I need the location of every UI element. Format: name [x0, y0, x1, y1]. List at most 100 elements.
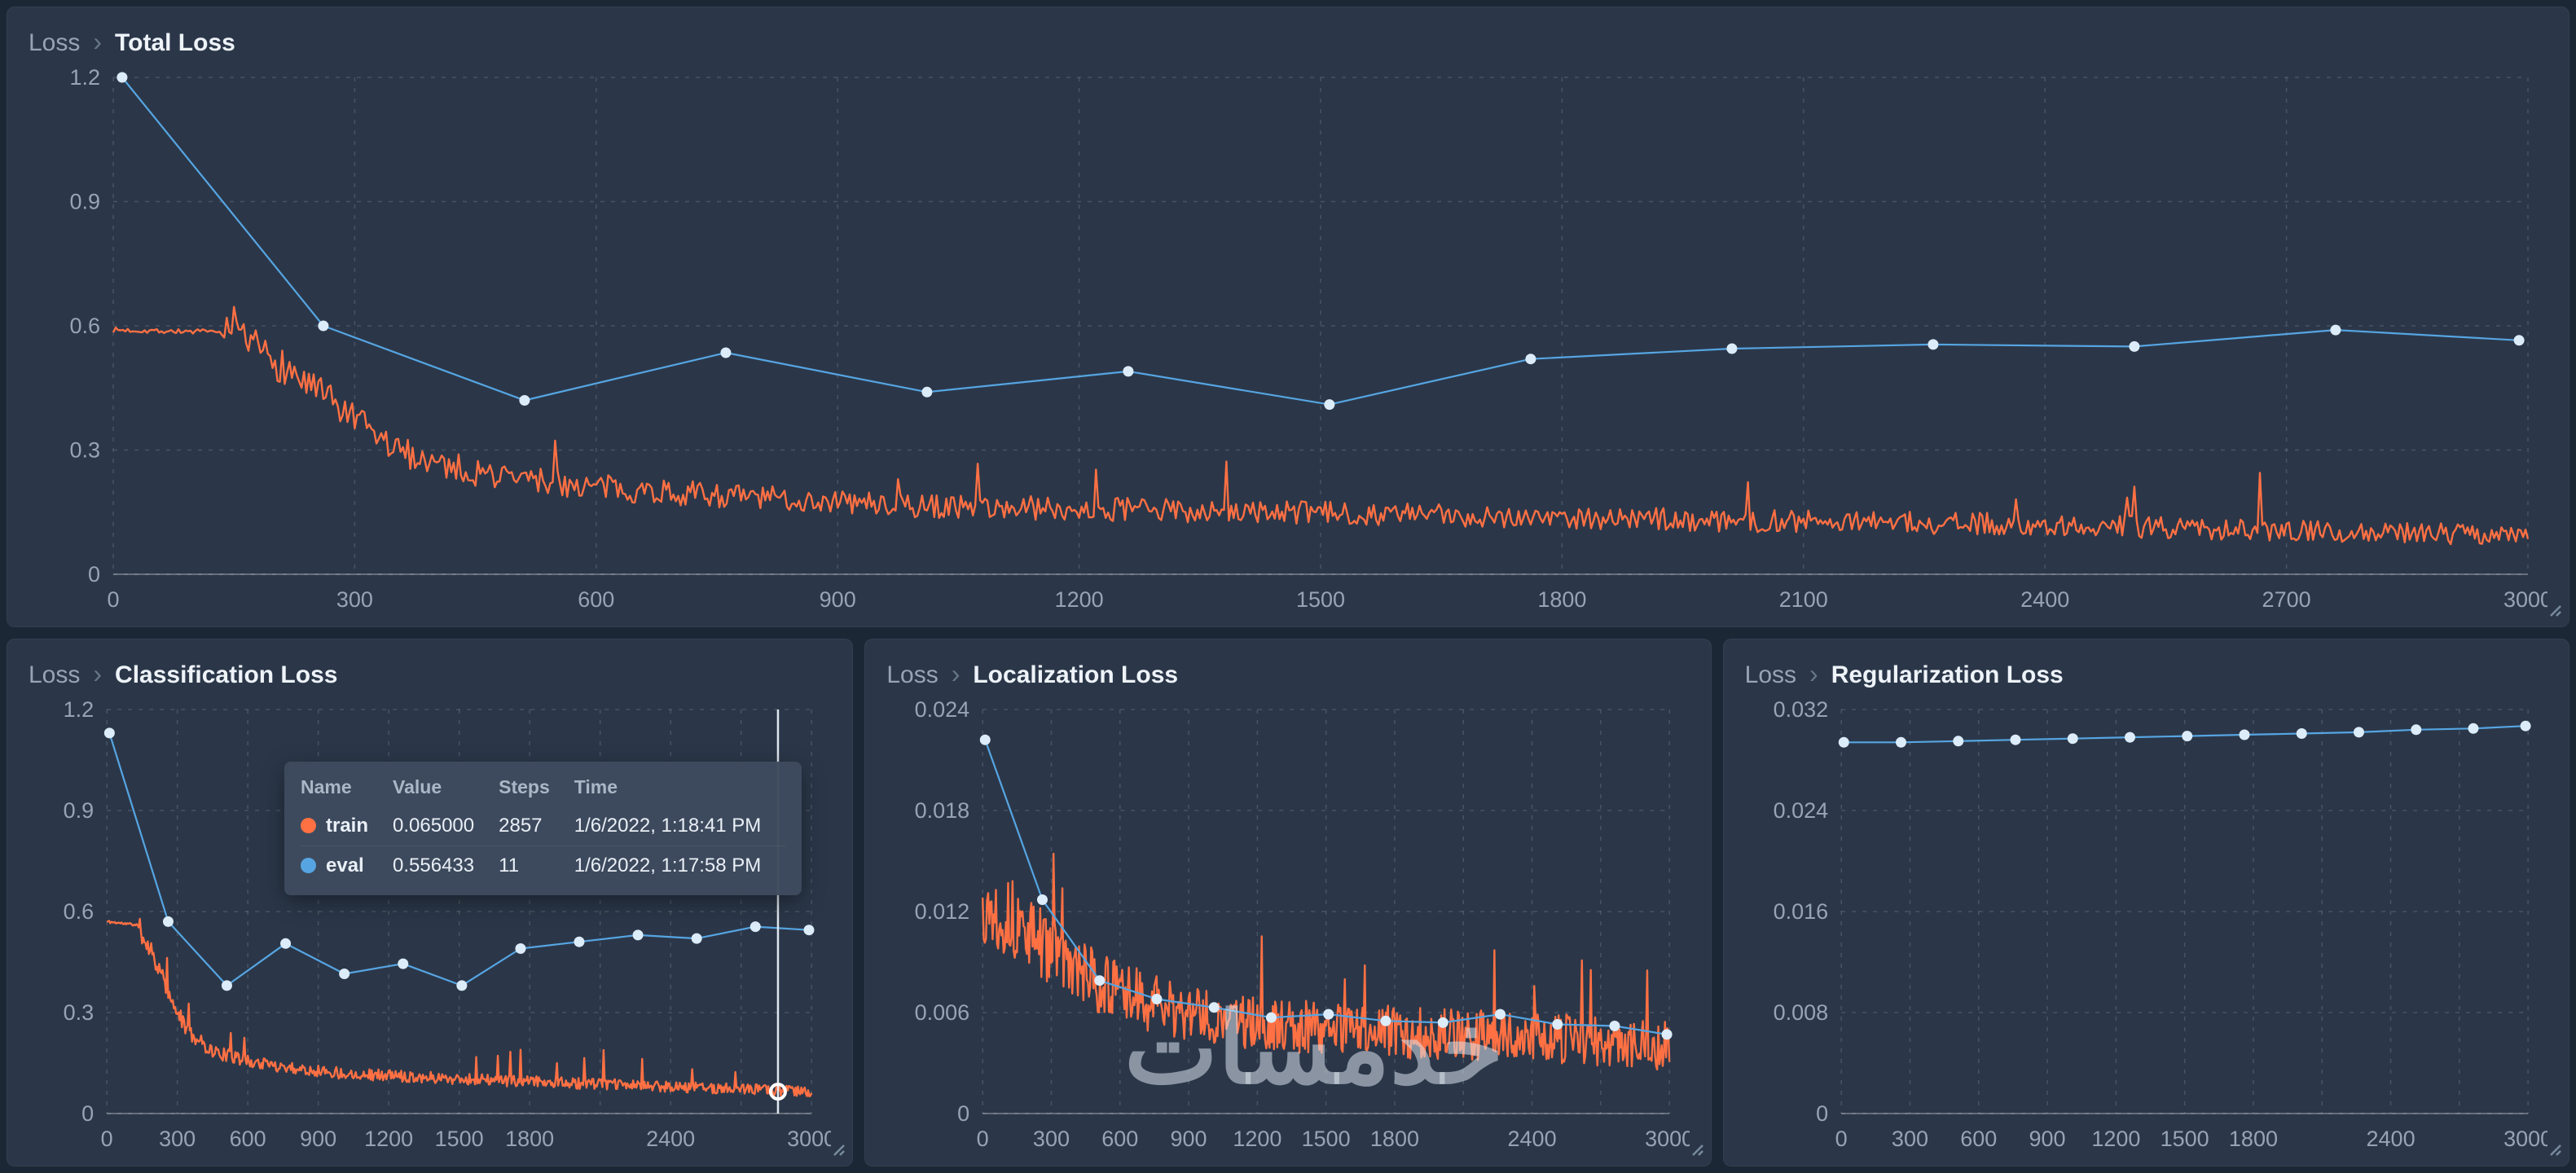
- resize-handle-icon[interactable]: [2543, 1137, 2562, 1161]
- panel-total-loss: Loss › Total Loss 0 300 600 900 1200 1500 1800…: [7, 7, 2569, 627]
- tooltip-eval-value: 0.556433: [393, 846, 499, 885]
- svg-text:0: 0: [1835, 1127, 1847, 1151]
- svg-text:300: 300: [1892, 1127, 1928, 1151]
- svg-text:3000: 3000: [787, 1127, 831, 1151]
- svg-text:2100: 2100: [1779, 587, 1828, 612]
- breadcrumb-loss[interactable]: Loss: [1744, 661, 1797, 688]
- svg-text:0.3: 0.3: [64, 1000, 95, 1025]
- tooltip-header-time: Time: [574, 776, 618, 797]
- svg-text:1200: 1200: [364, 1127, 413, 1151]
- hover-tooltip: Name Value Steps Time train 0.065000: [284, 762, 802, 895]
- resize-handle-icon[interactable]: [1685, 1137, 1704, 1161]
- svg-text:3000: 3000: [2503, 1127, 2547, 1151]
- svg-text:2400: 2400: [2366, 1127, 2415, 1151]
- tooltip-table: Name Value Steps Time train 0.065000: [301, 768, 786, 885]
- svg-text:3000: 3000: [1645, 1127, 1689, 1151]
- svg-text:0.9: 0.9: [69, 190, 100, 214]
- tooltip-header-value: Value: [393, 776, 442, 797]
- breadcrumb: Loss › Regularization Loss: [1745, 654, 2547, 696]
- chart-title-regularization-loss: Regularization Loss: [1831, 661, 2064, 688]
- svg-text:900: 900: [300, 1127, 336, 1151]
- svg-text:1800: 1800: [1537, 587, 1586, 612]
- svg-text:1500: 1500: [2160, 1127, 2209, 1151]
- svg-text:0.3: 0.3: [69, 438, 100, 463]
- svg-text:600: 600: [1102, 1127, 1139, 1151]
- svg-text:0: 0: [107, 587, 119, 612]
- svg-text:300: 300: [159, 1127, 196, 1151]
- svg-text:1800: 1800: [2229, 1127, 2278, 1151]
- regularization-loss-plot[interactable]: 0 300 600 900 1200 1500 1800 2400 3000 0 0.008 0.01…: [1745, 696, 2547, 1156]
- svg-text:300: 300: [1033, 1127, 1070, 1151]
- chevron-right-icon: ›: [1809, 659, 1818, 688]
- breadcrumb-loss[interactable]: Loss: [886, 661, 939, 688]
- svg-text:0.032: 0.032: [1773, 697, 1828, 722]
- total-loss-plot[interactable]: 0 300 600 900 1200 1500 1800 2100 2400 2700 3000 0 0…: [29, 64, 2547, 617]
- svg-text:0.024: 0.024: [915, 697, 970, 722]
- svg-text:3000: 3000: [2503, 587, 2547, 612]
- chart-total-loss[interactable]: 0 300 600 900 1200 1500 1800 2100 2400 2700 3000 0 0…: [29, 64, 2547, 617]
- chart-regularization-loss[interactable]: 0 300 600 900 1200 1500 1800 2400 3000 0 0.008 0.01…: [1745, 696, 2547, 1156]
- tooltip-eval-time: 1/6/2022, 1:17:58 PM: [574, 846, 786, 885]
- tooltip-train-time: 1/6/2022, 1:18:41 PM: [574, 815, 762, 837]
- resize-handle-icon[interactable]: [826, 1137, 846, 1161]
- svg-text:0: 0: [81, 1101, 94, 1126]
- svg-text:0: 0: [88, 562, 100, 586]
- svg-text:2400: 2400: [2020, 587, 2069, 612]
- svg-text:2400: 2400: [1508, 1127, 1557, 1151]
- tooltip-eval-name: eval: [326, 854, 364, 876]
- breadcrumb: Loss › Classification Loss: [29, 654, 831, 696]
- svg-text:0.9: 0.9: [64, 798, 95, 823]
- breadcrumb: Loss › Total Loss: [29, 22, 2547, 64]
- svg-text:1500: 1500: [1302, 1127, 1351, 1151]
- svg-text:900: 900: [1171, 1127, 1207, 1151]
- tooltip-train-steps: 2857: [499, 815, 543, 837]
- tooltip-train-value: 0.065000: [393, 815, 475, 837]
- svg-text:0: 0: [957, 1101, 969, 1126]
- svg-text:2700: 2700: [2262, 587, 2311, 612]
- svg-text:900: 900: [820, 587, 856, 612]
- chart-localization-loss[interactable]: 0 300 600 900 1200 1500 1800 2400 3000 0 0.006 0.01…: [886, 696, 1690, 1156]
- resize-handle-icon[interactable]: [2543, 598, 2562, 622]
- svg-text:1.2: 1.2: [69, 65, 100, 90]
- svg-text:0.6: 0.6: [69, 314, 100, 338]
- svg-text:0.008: 0.008: [1773, 1000, 1828, 1025]
- svg-text:1200: 1200: [1055, 587, 1104, 612]
- svg-text:1500: 1500: [1296, 587, 1345, 612]
- svg-text:1200: 1200: [1233, 1127, 1282, 1151]
- svg-text:0: 0: [977, 1127, 989, 1151]
- tooltip-train-name: train: [326, 815, 369, 837]
- svg-text:2400: 2400: [646, 1127, 695, 1151]
- breadcrumb-loss[interactable]: Loss: [29, 29, 81, 56]
- svg-text:0.012: 0.012: [915, 899, 970, 924]
- bottom-row: Loss › Classification Loss 0 300 600 900 120…: [7, 639, 2569, 1166]
- chevron-right-icon: ›: [951, 659, 961, 688]
- svg-text:1500: 1500: [435, 1127, 484, 1151]
- chevron-right-icon: ›: [93, 27, 103, 56]
- tooltip-row-train: train 0.065000 2857 1/6/2022, 1:18:41 PM: [301, 806, 785, 846]
- svg-text:0: 0: [101, 1127, 113, 1151]
- svg-text:1200: 1200: [2091, 1127, 2140, 1151]
- train-series-dot-icon: [301, 818, 316, 833]
- svg-text:0.018: 0.018: [915, 798, 970, 823]
- svg-text:1.2: 1.2: [64, 697, 95, 722]
- panel-regularization-loss: Loss › Regularization Loss 0 300 600 900 120…: [1722, 639, 2569, 1166]
- svg-text:600: 600: [230, 1127, 266, 1151]
- breadcrumb-loss[interactable]: Loss: [29, 661, 81, 688]
- svg-text:0.006: 0.006: [915, 1000, 970, 1025]
- svg-text:600: 600: [1960, 1127, 1997, 1151]
- svg-text:0.016: 0.016: [1773, 899, 1828, 924]
- tooltip-row-eval: eval 0.556433 11 1/6/2022, 1:17:58 PM: [301, 846, 786, 885]
- panel-localization-loss: Loss › Localization Loss 0 300 600 900 1200 1…: [864, 639, 1712, 1166]
- chart-title-classification-loss: Classification Loss: [115, 661, 338, 688]
- tooltip-header-steps: Steps: [499, 776, 550, 797]
- localization-loss-plot[interactable]: 0 300 600 900 1200 1500 1800 2400 3000 0 0.006 0.01…: [886, 696, 1690, 1156]
- svg-text:0.024: 0.024: [1773, 798, 1828, 823]
- svg-text:900: 900: [2029, 1127, 2065, 1151]
- chevron-right-icon: ›: [93, 659, 103, 688]
- chart-title-localization-loss: Localization Loss: [973, 661, 1179, 688]
- svg-text:0.6: 0.6: [64, 899, 95, 924]
- eval-series-dot-icon: [301, 858, 316, 873]
- tooltip-header-name: Name: [301, 776, 352, 797]
- panel-classification-loss: Loss › Classification Loss 0 300 600 900 120…: [7, 639, 854, 1166]
